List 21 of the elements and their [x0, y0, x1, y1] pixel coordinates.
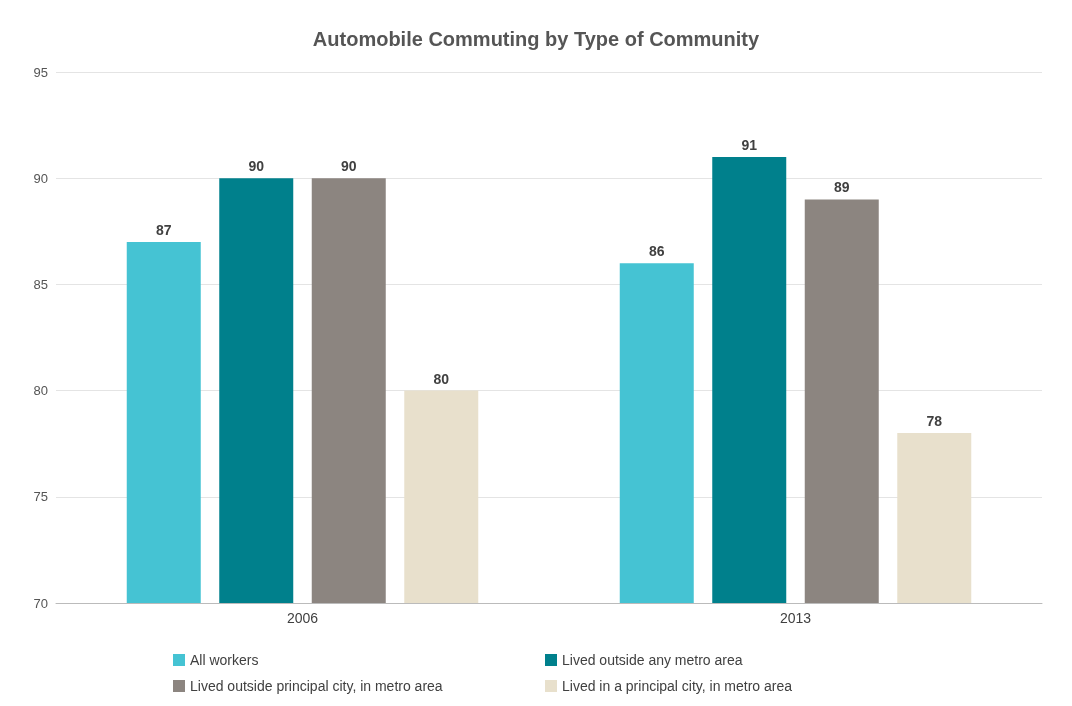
legend-label: Lived in a principal city, in metro area: [562, 678, 793, 694]
data-label: 78: [926, 413, 943, 430]
data-label: 80: [433, 370, 450, 387]
x-tick-label: 2006: [286, 610, 319, 626]
data-label: 89: [833, 179, 850, 196]
y-tick-label: 70: [33, 595, 48, 611]
legend-label: Lived outside any metro area: [562, 652, 743, 668]
legend-label: All workers: [190, 652, 259, 668]
y-tick-label: 80: [33, 383, 48, 399]
data-label: 86: [648, 243, 665, 260]
data-label: 90: [248, 158, 265, 175]
y-tick-label: 90: [33, 170, 48, 186]
y-tick-label: 75: [33, 489, 48, 505]
data-label: 91: [741, 136, 758, 153]
data-label: 90: [340, 158, 357, 175]
data-label: 87: [155, 221, 172, 238]
chart-title: Automobile Commuting by Type of Community: [312, 28, 761, 50]
x-tick-label: 2013: [779, 610, 812, 626]
y-tick-label: 95: [33, 64, 48, 80]
y-tick-label: 85: [33, 276, 48, 292]
legend-label: Lived outside principal city, in metro area: [190, 678, 443, 694]
